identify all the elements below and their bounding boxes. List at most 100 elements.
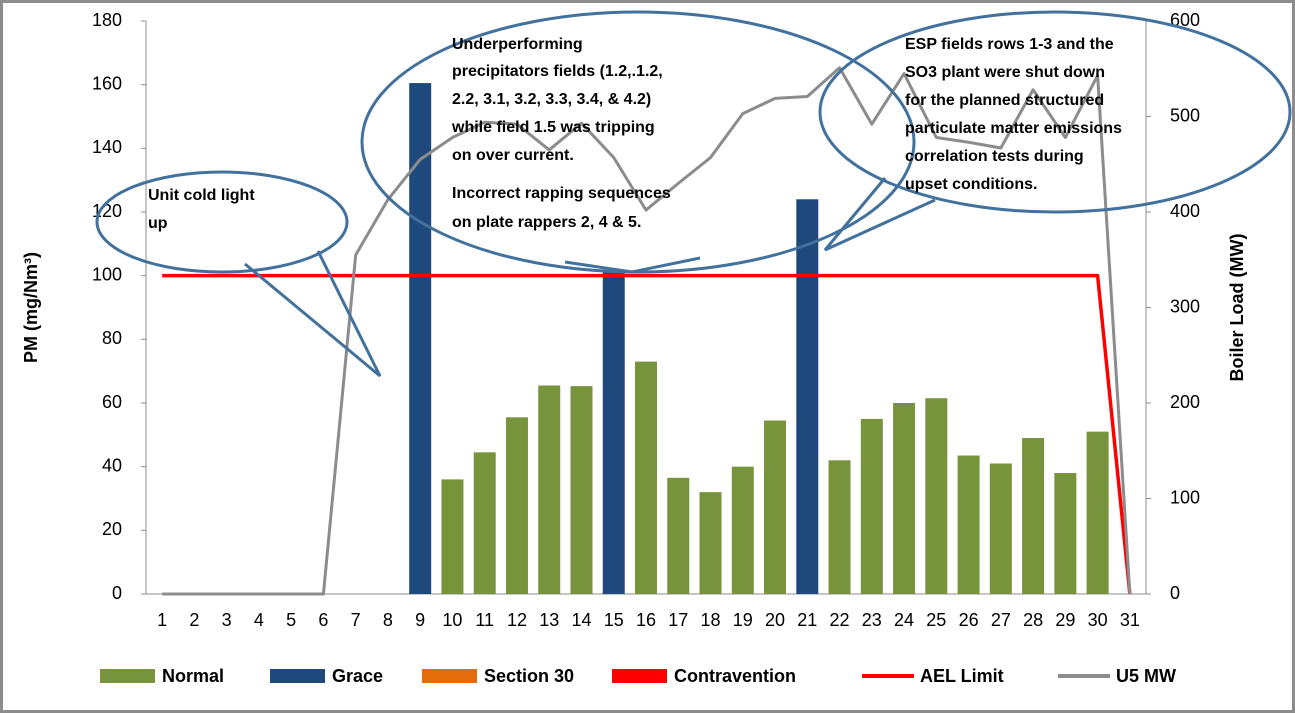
y2-tick-label: 600 — [1170, 10, 1200, 30]
y2-tick-label: 300 — [1170, 296, 1200, 316]
y-tick-label: 40 — [102, 455, 122, 475]
callout-tail — [244, 250, 382, 378]
y2-tick-label: 400 — [1170, 201, 1200, 221]
x-tick-label: 30 — [1088, 610, 1108, 630]
bar — [699, 492, 722, 594]
x-tick-label: 15 — [604, 610, 624, 630]
annotation-text: ESP fields rows 1-3 and the — [905, 36, 1114, 53]
callout — [95, 170, 349, 274]
bar — [667, 477, 690, 594]
annotation-text: on over current. — [452, 147, 574, 164]
x-tick-label: 18 — [701, 610, 721, 630]
x-tick-label: 9 — [415, 610, 425, 630]
x-tick-label: 14 — [571, 610, 591, 630]
annotation-text: SO3 plant were shut down — [905, 64, 1105, 81]
y-tick-label: 60 — [102, 392, 122, 412]
annotation-text: while field 1.5 was tripping — [451, 119, 655, 136]
x-tick-label: 10 — [442, 610, 462, 630]
bar — [570, 386, 593, 594]
annotation-text: upset conditions. — [905, 176, 1037, 193]
annotations: Unit cold light up Underperforming precipit… — [148, 36, 1122, 232]
x-tick-label: 8 — [383, 610, 393, 630]
x-tick-label: 7 — [351, 610, 361, 630]
bar — [635, 361, 657, 594]
x-tick-label: 6 — [318, 610, 328, 630]
legend-label: Section 30 — [484, 666, 574, 686]
bar — [925, 398, 948, 594]
legend-swatch — [612, 669, 667, 683]
x-tick-label: 2 — [189, 610, 199, 630]
bar — [989, 463, 1012, 594]
annotation-text: on plate rappers 2, 4 & 5. — [452, 214, 641, 231]
legend-label: Grace — [332, 666, 383, 686]
annotation-text: up — [148, 215, 168, 232]
y-tick-label: 100 — [92, 264, 122, 284]
bar — [473, 452, 496, 594]
annotation-text: Incorrect rapping sequences — [452, 185, 671, 202]
x-tick-label: 1 — [157, 610, 167, 630]
x-tick-label: 25 — [926, 610, 946, 630]
bar — [538, 385, 561, 594]
x-tick-label: 20 — [765, 610, 785, 630]
y-tick-label: 20 — [102, 519, 122, 539]
bar — [764, 420, 787, 594]
annotation-text: Underperforming — [452, 36, 583, 53]
legend-swatch — [422, 669, 477, 683]
x-tick-label: 11 — [475, 610, 494, 630]
bar — [409, 83, 432, 594]
legend-swatch — [270, 669, 325, 683]
bar — [828, 460, 851, 594]
x-tick-label: 28 — [1023, 610, 1043, 630]
bar — [957, 455, 980, 594]
bar — [731, 466, 754, 594]
y-tick-label: 140 — [92, 137, 122, 157]
x-tick-label: 13 — [539, 610, 559, 630]
legend: Normal Grace Section 30 Contravention AEL Li… — [100, 666, 1176, 686]
bar — [893, 403, 916, 594]
x-tick-label: 21 — [797, 610, 817, 630]
bar — [796, 199, 819, 594]
x-tick-label: 29 — [1055, 610, 1075, 630]
legend-label: U5 MW — [1116, 666, 1176, 686]
x-tick-label: 23 — [862, 610, 882, 630]
y-tick-label: 0 — [112, 583, 122, 603]
bar — [1086, 431, 1109, 594]
line — [162, 66, 1132, 596]
bar — [441, 479, 464, 594]
annotation-text: precipitators fields (1.2,.1.2, — [452, 63, 663, 80]
y2-tick-label: 200 — [1170, 392, 1200, 412]
x-tick-label: 17 — [668, 610, 688, 630]
y-axis-title: PM (mg/Nm³) — [21, 252, 41, 363]
x-tick-label: 3 — [222, 610, 232, 630]
annotation-text: for the planned structured — [905, 92, 1104, 109]
y2-axis-title: Boiler Load (MW) — [1227, 234, 1247, 382]
x-tick-label: 26 — [959, 610, 979, 630]
bar — [602, 272, 625, 594]
line — [162, 273, 1132, 595]
annotation-text: 2.2, 3.1, 3.2, 3.3, 3.4, & 4.2) — [452, 91, 651, 108]
callouts — [95, 10, 1292, 378]
legend-label: AEL Limit — [920, 666, 1004, 686]
bar — [1054, 473, 1077, 594]
x-tick-label: 31 — [1120, 610, 1140, 630]
y2-tick-label: 0 — [1170, 583, 1180, 603]
annotation-text: correlation tests during — [905, 148, 1084, 165]
plot-area: 0204060801001201401601800100200300400500… — [21, 10, 1247, 630]
x-tick-label: 19 — [733, 610, 753, 630]
x-tick-label: 12 — [507, 610, 527, 630]
bar — [1022, 438, 1045, 594]
bar — [860, 418, 883, 594]
legend-label: Normal — [162, 666, 224, 686]
y-tick-label: 80 — [102, 328, 122, 348]
x-tick-label: 24 — [894, 610, 914, 630]
callout — [818, 10, 1292, 214]
y2-tick-label: 100 — [1170, 487, 1200, 507]
x-tick-label: 4 — [254, 610, 264, 630]
y2-tick-label: 500 — [1170, 105, 1200, 125]
callout — [360, 10, 916, 274]
x-tick-label: 5 — [286, 610, 296, 630]
annotation-text: particulate matter emissions — [905, 120, 1122, 137]
y-tick-label: 180 — [92, 10, 122, 30]
x-tick-label: 22 — [830, 610, 850, 630]
y-tick-label: 160 — [92, 73, 122, 93]
